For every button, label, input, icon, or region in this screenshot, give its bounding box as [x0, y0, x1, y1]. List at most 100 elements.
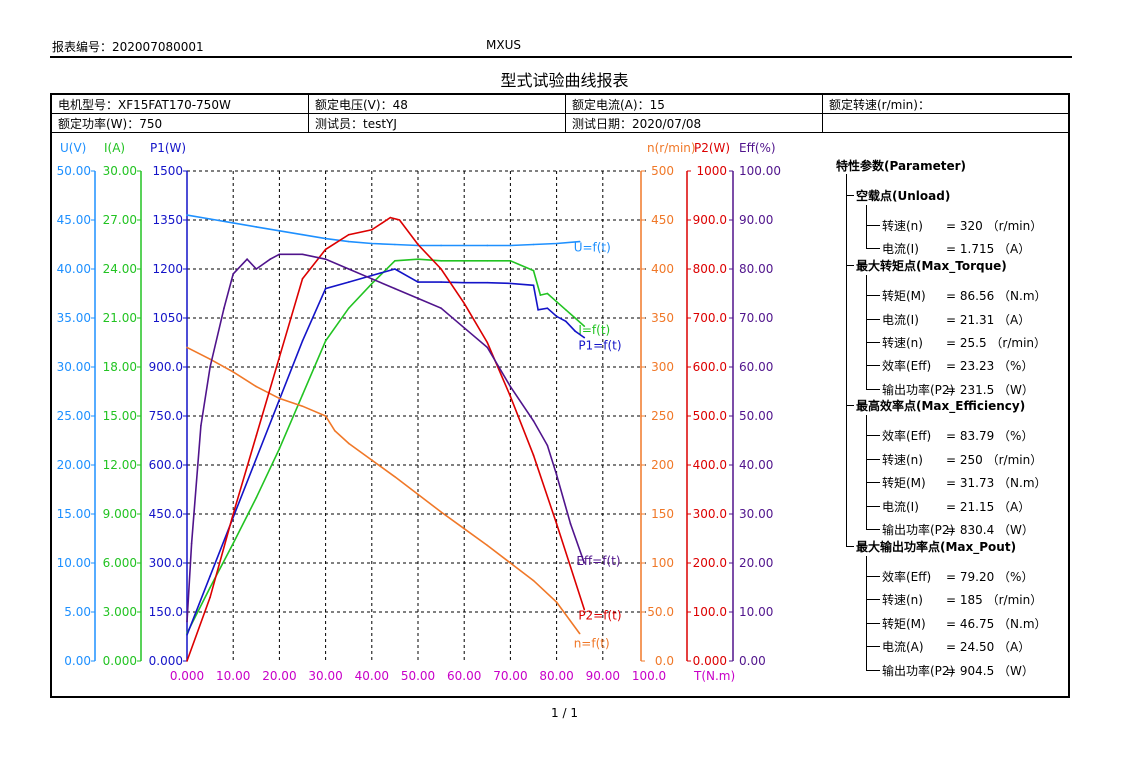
y-tick-label-n: 400	[651, 262, 674, 276]
rated-power-label: 额定功率(W)：	[58, 116, 140, 131]
data-point-P2	[509, 395, 512, 398]
y-tick-label-P1: 300.0	[149, 556, 183, 570]
y-tick-label-P2: 800.0	[693, 262, 727, 276]
tree-leaf-line	[866, 670, 880, 671]
data-point-U	[278, 229, 281, 232]
y-tick-label-P1: 1350	[152, 213, 183, 227]
data-point-I	[440, 260, 442, 262]
series-line-P1	[186, 268, 585, 636]
y-tick-label-I: 6.000	[103, 556, 137, 570]
data-point-n	[347, 442, 350, 445]
tree-leaf-line	[866, 576, 880, 577]
tree-leaf-line	[866, 599, 880, 600]
param-group-title: 最高效率点(Max_Efficiency)	[856, 399, 1026, 413]
data-point-I	[532, 269, 535, 272]
data-point-P1	[463, 281, 466, 284]
series-label-P1: P1=f(t)	[578, 339, 621, 353]
y-tick-label-n: 50.0	[647, 605, 674, 619]
y-tick-label-U: 40.00	[57, 262, 91, 276]
series-label-Eff: Eff=f(t)	[576, 554, 620, 568]
data-point-P1	[347, 281, 350, 283]
param-item-value: = 231.5 （W）	[946, 383, 1034, 397]
param-item-value: = 320 （r/min）	[946, 219, 1043, 233]
series-label-P2: P2=f(t)	[578, 609, 621, 623]
param-item-name: 效率(Eff)	[882, 570, 932, 584]
data-point-Eff	[463, 327, 466, 329]
data-point-n	[278, 397, 281, 400]
param-item-value: = 1.715 （A）	[946, 242, 1031, 256]
param-item-value: = 185 （r/min）	[946, 593, 1043, 607]
y-tick-label-P2: 0.000	[693, 654, 727, 668]
data-point-I	[232, 542, 234, 545]
data-point-U	[186, 214, 188, 216]
data-point-I	[574, 317, 576, 319]
y-tick-label-U: 20.00	[57, 458, 91, 472]
tree-branch-line	[846, 405, 854, 406]
y-tick-label-U: 30.00	[57, 360, 91, 374]
data-point-I	[278, 447, 281, 450]
tree-branch-line	[846, 265, 854, 266]
y-axis-label-Eff: Eff(%)	[739, 141, 776, 155]
data-point-P2	[324, 248, 327, 251]
y-axis-label-I: I(A)	[104, 141, 125, 155]
data-point-Eff	[583, 562, 586, 564]
tree-subtrunk-line	[866, 275, 867, 389]
data-point-P2	[532, 454, 535, 457]
tree-leaf-line	[866, 225, 880, 226]
param-item-value: = 83.79 （%）	[946, 429, 1034, 443]
data-point-P1	[555, 315, 558, 318]
data-point-P1	[301, 340, 304, 342]
y-tick-label-I: 30.00	[103, 164, 137, 178]
y-tick-label-P2: 700.0	[693, 311, 727, 325]
tree-leaf-line	[866, 506, 880, 507]
series-line-U	[186, 214, 580, 247]
data-point-Eff	[246, 258, 248, 261]
info-row-2: 额定功率(W)：750 测试员：testYJ 测试日期：2020/07/08	[51, 113, 1069, 133]
data-point-P2	[583, 608, 586, 611]
x-tick-label: 90.00	[586, 669, 620, 683]
data-point-n	[232, 371, 234, 373]
param-item-name: 转速(n)	[882, 336, 923, 350]
data-point-n	[371, 459, 373, 461]
data-point-Eff	[555, 474, 558, 476]
data-point-I	[546, 292, 549, 295]
y-tick-label-Eff: 80.00	[739, 262, 773, 276]
model-value: XF15FAT170-750W	[118, 97, 231, 112]
tree-branch-line	[846, 546, 854, 547]
tree-leaf-line	[866, 365, 880, 366]
data-point-Eff	[486, 346, 489, 349]
tree-leaf-line	[866, 248, 880, 249]
data-point-I	[486, 260, 489, 262]
data-point-P2	[186, 660, 188, 662]
y-tick-label-P1: 1050	[152, 311, 183, 325]
y-tick-label-P1: 900.0	[149, 360, 183, 374]
info-cell-rated-power: 额定功率(W)：750	[51, 113, 309, 133]
data-point-U	[532, 243, 535, 246]
y-tick-label-P2: 300.0	[693, 507, 727, 521]
y-tick-label-Eff: 70.00	[739, 311, 773, 325]
y-tick-label-P2: 500.0	[693, 409, 727, 423]
data-point-Eff	[255, 268, 258, 270]
report-title: 型式试验曲线报表	[500, 71, 629, 90]
data-point-Eff	[278, 253, 281, 256]
series-line-n	[186, 346, 581, 635]
info-cell-rated-speed: 额定转速(r/min)：	[822, 94, 1069, 114]
y-tick-label-P1: 750.0	[149, 409, 183, 423]
series-label-I: I=f(t)	[578, 323, 610, 337]
y-tick-label-n: 300	[651, 360, 674, 374]
x-tick-label: 60.00	[447, 669, 481, 683]
y-tick-label-Eff: 60.00	[739, 360, 773, 374]
param-item-value: = 31.73 （N.m）	[946, 476, 1047, 490]
rated-voltage-value: 48	[392, 97, 408, 112]
y-tick-label-P1: 0.000	[149, 654, 183, 668]
y-tick-label-P1: 450.0	[149, 507, 183, 521]
param-item-name: 转矩(M)	[882, 617, 926, 631]
data-point-n	[509, 562, 512, 564]
y-tick-label-U: 25.00	[57, 409, 91, 423]
y-tick-label-Eff: 0.00	[739, 654, 766, 668]
data-point-n	[209, 358, 211, 360]
y-tick-label-Eff: 50.00	[739, 409, 773, 423]
data-point-P2	[301, 278, 304, 280]
y-tick-label-I: 18.00	[103, 360, 137, 374]
x-tick-label: 0.000	[170, 669, 204, 683]
